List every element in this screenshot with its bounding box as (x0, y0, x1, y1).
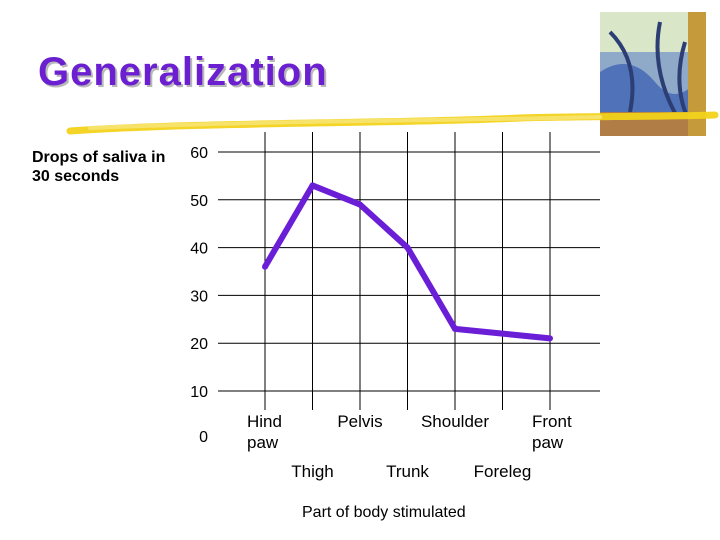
data-point-5 (499, 330, 506, 337)
y-tick-label-50: 50 (190, 193, 208, 210)
svg-text:Pelvis: Pelvis (337, 412, 382, 431)
y-tick-label-30: 30 (190, 288, 208, 305)
data-point-4 (452, 325, 458, 332)
svg-text:paw: paw (532, 433, 564, 452)
x-axis-label: Part of body stimulated (302, 504, 466, 521)
y-tick-label-20: 20 (190, 336, 208, 353)
x-tick-label-6: Front paw (532, 412, 572, 452)
x-tick-label-1: Thigh (291, 462, 334, 481)
svg-text:Trunk: Trunk (386, 462, 429, 481)
svg-text:Thigh: Thigh (291, 462, 334, 481)
svg-text:paw: paw (247, 433, 279, 452)
data-point-2 (357, 201, 363, 208)
y-axis-label: Drops of saliva in 30 seconds (32, 149, 166, 185)
x-tick-label-0: Hind paw (247, 412, 282, 452)
data-point-0 (262, 263, 268, 270)
y-tick-label-60: 60 (190, 145, 208, 162)
y-tick-label-10: 10 (190, 384, 208, 401)
x-tick-label-3: Trunk (386, 462, 429, 481)
svg-text:Front: Front (532, 412, 572, 431)
x-tick-label-4: Shoulder (421, 412, 489, 431)
y-tick-label-40: 40 (190, 241, 208, 258)
data-point-3 (404, 244, 411, 251)
data-point-1 (309, 182, 316, 189)
data-point-6 (547, 335, 553, 342)
svg-text:Shoulder: Shoulder (421, 412, 489, 431)
x-tick-label-5: Foreleg (474, 462, 532, 481)
highlighter-stroke (66, 111, 719, 135)
svg-text:Hind: Hind (247, 412, 282, 431)
slide-title: Generalization (38, 50, 328, 94)
y-tick-label-0: 0 (199, 429, 208, 446)
x-tick-label-2: Pelvis (337, 412, 382, 431)
svg-text:Foreleg: Foreleg (474, 462, 532, 481)
